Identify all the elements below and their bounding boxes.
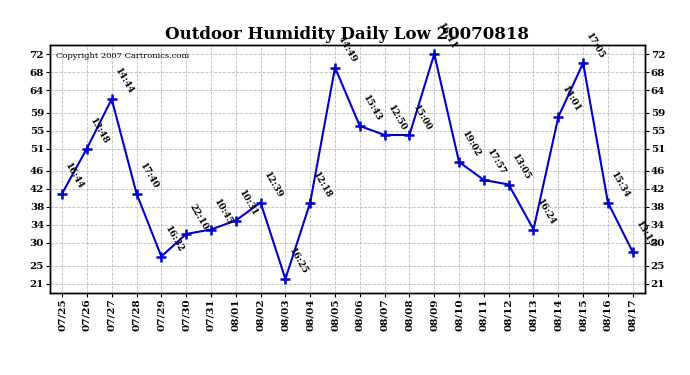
Text: 16:25: 16:25 (287, 247, 309, 276)
Text: 17:05: 17:05 (584, 31, 607, 60)
Text: Copyright 2007 Cartronics.com: Copyright 2007 Cartronics.com (56, 53, 189, 60)
Text: 12:18: 12:18 (312, 170, 334, 200)
Text: 16:44: 16:44 (63, 161, 86, 191)
Text: 10:31: 10:31 (237, 188, 259, 218)
Text: 16:32: 16:32 (163, 224, 185, 254)
Text: 19:02: 19:02 (460, 130, 482, 159)
Title: Outdoor Humidity Daily Low 20070818: Outdoor Humidity Daily Low 20070818 (166, 27, 529, 44)
Text: 13:19: 13:19 (634, 220, 656, 249)
Text: 17:57: 17:57 (485, 148, 507, 177)
Text: 13:05: 13:05 (510, 152, 532, 182)
Text: 15:34: 15:34 (609, 170, 631, 200)
Text: 17:40: 17:40 (138, 162, 160, 191)
Text: 12:39: 12:39 (262, 170, 284, 200)
Text: 14:44: 14:44 (113, 67, 135, 96)
Text: 16:11: 16:11 (435, 22, 458, 51)
Text: 22:10: 22:10 (188, 202, 210, 231)
Text: 15:00: 15:00 (411, 103, 433, 132)
Text: 16:24: 16:24 (535, 197, 557, 227)
Text: 14:01: 14:01 (560, 85, 582, 114)
Text: 10:45: 10:45 (213, 198, 235, 227)
Text: 14:49: 14:49 (337, 35, 359, 65)
Text: 13:48: 13:48 (88, 116, 110, 146)
Text: 15:43: 15:43 (361, 94, 384, 123)
Text: 12:50: 12:50 (386, 103, 408, 132)
